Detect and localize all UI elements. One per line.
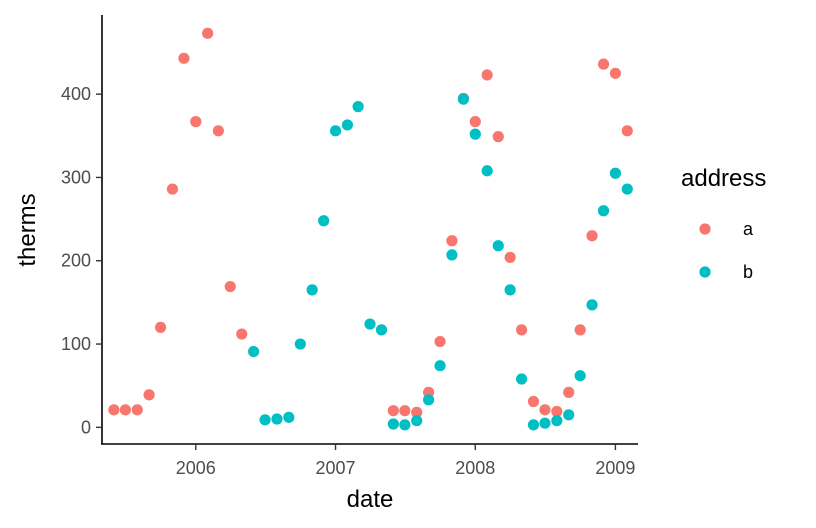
data-point-b: [621, 183, 633, 195]
data-point-b: [375, 324, 388, 336]
legend-title: address: [681, 165, 766, 192]
data-point-a: [609, 67, 622, 79]
y-tick-label: 300: [61, 167, 91, 187]
data-point-a: [178, 52, 190, 64]
data-point-a: [434, 335, 446, 348]
data-point-a: [108, 404, 120, 416]
data-point-b: [539, 417, 551, 429]
data-point-a: [202, 27, 214, 39]
data-point-b: [446, 249, 458, 261]
points-layer: [108, 27, 633, 431]
data-point-a: [190, 116, 202, 128]
data-point-b: [329, 125, 342, 137]
data-point-b: [399, 419, 411, 431]
data-point-a: [411, 406, 423, 418]
data-point-a: [539, 404, 551, 416]
data-point-a: [387, 405, 399, 417]
data-point-a: [492, 131, 504, 143]
data-point-b: [422, 394, 435, 406]
data-point-b: [352, 101, 364, 113]
data-point-b: [527, 419, 540, 431]
data-point-a: [504, 251, 516, 264]
data-point-b: [306, 284, 318, 296]
legend-key-a: [699, 223, 711, 235]
data-point-a: [574, 324, 586, 336]
x-ticks: 2006 2007 2008 2009: [176, 444, 635, 478]
data-point-a: [446, 235, 458, 247]
data-point-b: [504, 284, 516, 296]
data-point-a: [212, 125, 224, 137]
data-point-b: [341, 119, 354, 131]
data-point-a: [119, 404, 131, 416]
data-point-b: [248, 345, 260, 358]
data-point-a: [563, 386, 575, 398]
legend-label-b: b: [743, 262, 753, 282]
data-point-a: [551, 405, 563, 418]
data-point-b: [294, 338, 306, 350]
data-point-a: [469, 116, 481, 128]
legend-label-a: a: [743, 219, 754, 239]
data-point-b: [492, 240, 504, 252]
data-point-b: [259, 414, 271, 426]
legend-key-b: [699, 266, 711, 278]
data-point-b: [609, 167, 622, 179]
data-point-b: [563, 409, 575, 421]
x-tick-label: 2008: [455, 458, 495, 478]
data-point-b: [411, 415, 423, 427]
x-tick-label: 2006: [176, 458, 216, 478]
legend: address ab: [681, 165, 766, 282]
data-point-b: [434, 360, 446, 372]
x-tick-label: 2007: [316, 458, 356, 478]
y-axis-title: therms: [14, 193, 41, 266]
data-point-a: [224, 280, 236, 293]
legend-items: ab: [699, 219, 754, 282]
data-point-b: [387, 418, 399, 430]
data-point-a: [143, 389, 155, 401]
data-point-b: [586, 299, 598, 311]
data-point-b: [597, 205, 610, 217]
data-point-a: [166, 183, 179, 195]
data-point-b: [481, 165, 493, 177]
data-point-b: [457, 93, 470, 105]
y-ticks: 0 100 200 300 400: [61, 84, 102, 437]
data-point-a: [597, 58, 610, 70]
data-point-b: [551, 415, 563, 427]
data-point-b: [271, 413, 283, 425]
data-point-a: [481, 69, 493, 81]
data-point-a: [399, 405, 411, 417]
data-point-a: [154, 321, 167, 333]
data-point-a: [236, 328, 248, 340]
x-tick-label: 2009: [595, 458, 635, 478]
y-tick-label: 200: [61, 251, 91, 271]
data-point-b: [364, 318, 376, 330]
data-point-b: [574, 370, 586, 382]
y-tick-label: 0: [81, 417, 91, 437]
data-point-b: [318, 215, 330, 227]
y-tick-label: 400: [61, 84, 91, 104]
data-point-a: [131, 404, 143, 416]
data-point-a: [516, 324, 528, 336]
data-point-a: [586, 230, 598, 242]
data-point-b: [469, 128, 481, 140]
x-axis-title: date: [347, 486, 394, 513]
data-point-a: [621, 125, 633, 137]
data-point-b: [283, 411, 295, 423]
data-point-a: [527, 395, 540, 408]
data-point-b: [516, 373, 528, 385]
y-tick-label: 100: [61, 334, 91, 354]
